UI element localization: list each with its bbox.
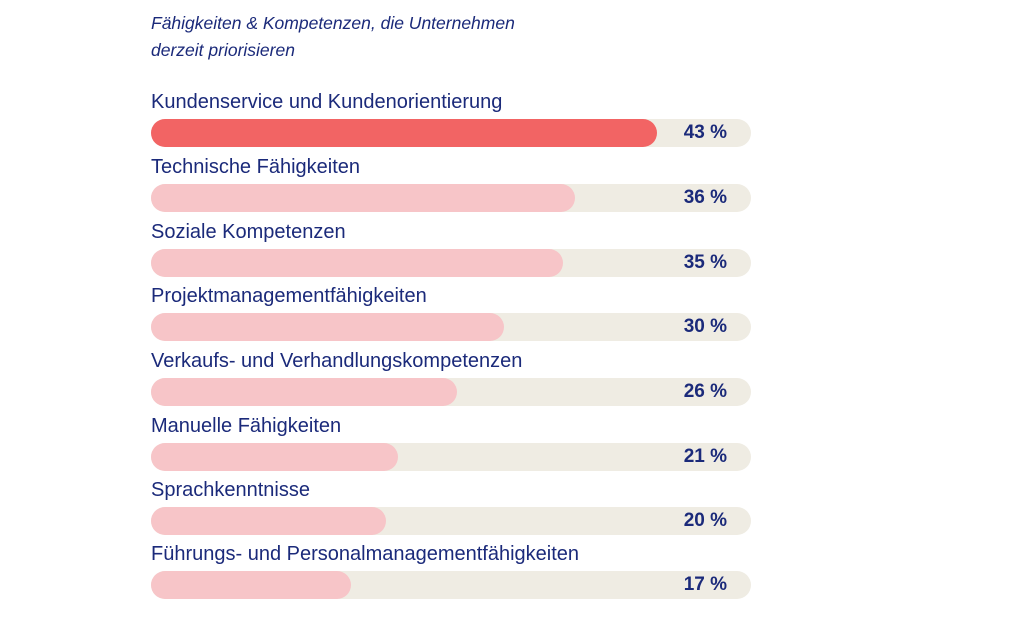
category-label: Kundenservice und Kundenorientierung — [151, 91, 503, 113]
bar-track: 36 % — [151, 184, 751, 212]
bar-track: 17 % — [151, 571, 751, 599]
value-label: 17 % — [683, 574, 727, 595]
bar — [151, 507, 387, 535]
bar-row: Verkaufs- und Verhandlungskompetenzen 26 … — [151, 348, 751, 412]
bar — [151, 249, 563, 277]
value-label: 20 % — [683, 510, 727, 531]
bar-row: Kundenservice und Kundenorientierung 43 % — [151, 89, 751, 153]
bar — [151, 443, 399, 471]
bar-track: 20 % — [151, 507, 751, 535]
bar — [151, 313, 504, 341]
category-label: Führungs- und Personalmanagementfähigkei… — [151, 543, 580, 565]
bar-row: Manuelle Fähigkeiten 21 % — [151, 413, 751, 477]
chart-title-line-1: Fähigkeiten & Kompetenzen, die Unternehm… — [151, 13, 515, 33]
category-label: Projektmanagementfähigkeiten — [151, 285, 427, 307]
bar-row: Sprachkenntnisse 20 % — [151, 477, 751, 541]
bar-track: 26 % — [151, 378, 751, 406]
category-label: Verkaufs- und Verhandlungskompetenzen — [151, 350, 523, 372]
bar-track: 43 % — [151, 119, 751, 147]
category-label: Manuelle Fähigkeiten — [151, 415, 342, 437]
value-label: 35 % — [683, 252, 727, 273]
bar-row: Projektmanagementfähigkeiten 30 % — [151, 283, 751, 347]
bar — [151, 119, 657, 147]
bar-track: 30 % — [151, 313, 751, 341]
bar — [151, 184, 575, 212]
bar-track: 21 % — [151, 443, 751, 471]
chart-title: Fähigkeiten & Kompetenzen, die Unternehm… — [151, 10, 671, 64]
value-label: 21 % — [683, 446, 727, 467]
bar-track: 35 % — [151, 249, 751, 277]
category-label: Technische Fähigkeiten — [151, 156, 361, 178]
bar — [151, 571, 351, 599]
bar — [151, 378, 457, 406]
category-label: Soziale Kompetenzen — [151, 221, 346, 243]
bar-row: Soziale Kompetenzen 35 % — [151, 219, 751, 283]
category-label: Sprachkenntnisse — [151, 479, 310, 501]
value-label: 26 % — [683, 381, 727, 402]
value-label: 30 % — [683, 316, 727, 337]
value-label: 43 % — [683, 122, 727, 143]
chart-title-line-2: derzeit priorisieren — [151, 40, 295, 60]
bar-row: Technische Fähigkeiten 36 % — [151, 154, 751, 218]
value-label: 36 % — [683, 187, 727, 208]
bar-row: Führungs- und Personalmanagementfähigkei… — [151, 541, 751, 605]
